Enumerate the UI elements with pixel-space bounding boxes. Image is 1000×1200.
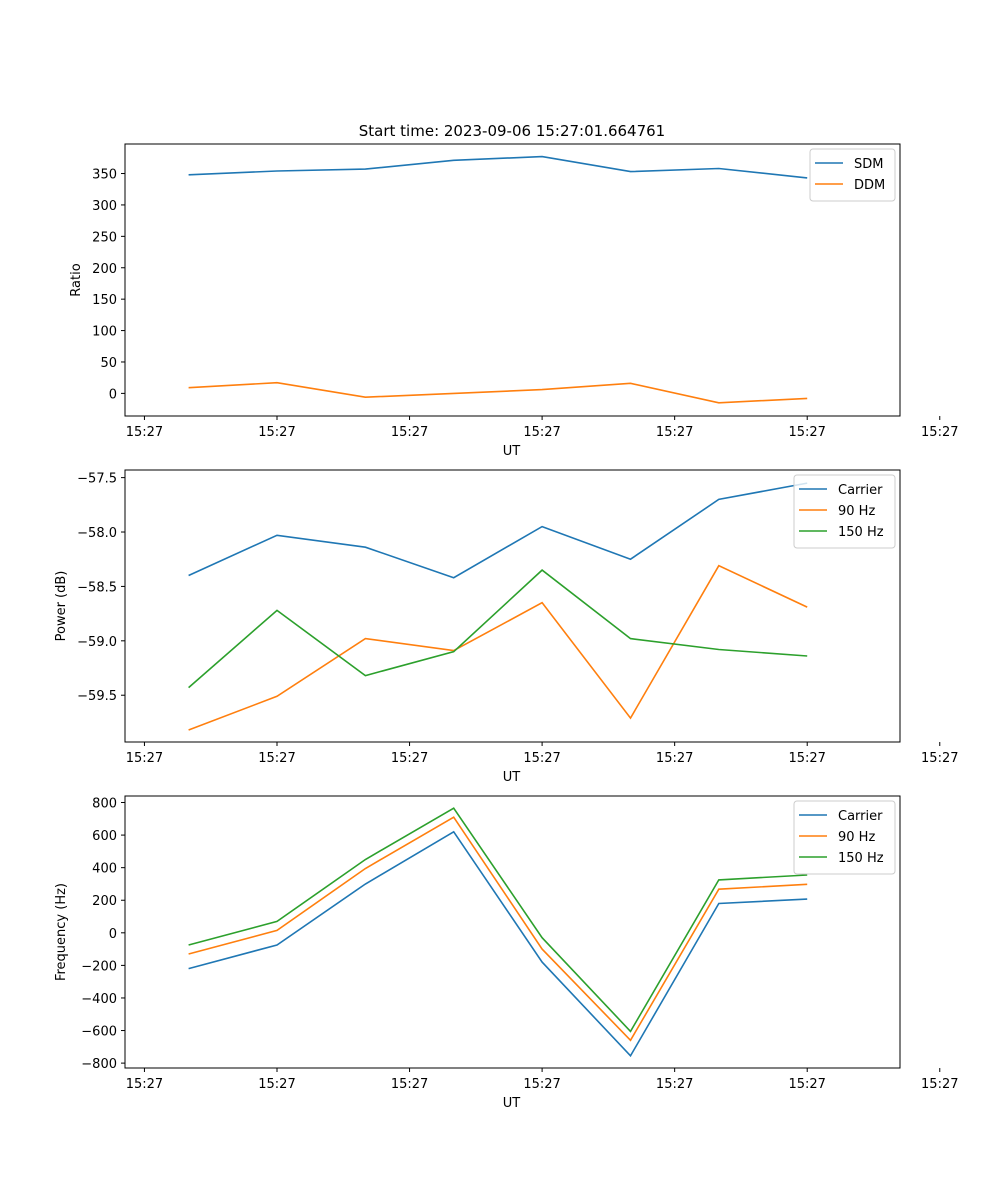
x-tick-label: 15:27 (126, 425, 163, 440)
x-tick-label: 15:27 (126, 1077, 163, 1092)
y-tick-label: −58.0 (77, 526, 117, 541)
y-axis-label: Ratio (69, 263, 84, 296)
y-tick-label: 250 (92, 230, 117, 245)
axes-frame (124, 143, 901, 417)
x-tick-label: 15:27 (656, 751, 693, 766)
series-line-ddm (188, 381, 808, 404)
legend-label: Carrier (838, 483, 883, 498)
y-tick-label: 600 (92, 829, 117, 844)
y-tick-label: 0 (109, 387, 117, 402)
x-tick-label: 15:27 (788, 425, 825, 440)
series-line-150-hz (188, 569, 808, 689)
series-line-carrier (188, 482, 808, 579)
legend-label: Carrier (838, 809, 883, 824)
x-tick-label: 15:27 (523, 751, 560, 766)
x-tick-label: 15:27 (656, 425, 693, 440)
legend-label: 150 Hz (838, 525, 884, 540)
y-tick-label: −800 (81, 1057, 117, 1072)
legend: Carrier 90 Hz 150 Hz (793, 474, 896, 549)
x-axis-label: UT (503, 770, 521, 785)
legend-box (793, 800, 896, 875)
legend-label: DDM (854, 178, 885, 193)
legend-label: 150 Hz (838, 851, 884, 866)
series-line-150-hz (188, 807, 808, 1033)
y-tick-label: −200 (81, 959, 117, 974)
legend-label: SDM (854, 157, 883, 172)
legend-label: 90 Hz (838, 504, 875, 519)
x-tick-label: 15:27 (391, 1077, 428, 1092)
y-tick-label: −400 (81, 992, 117, 1007)
x-tick-label: 15:27 (391, 425, 428, 440)
y-tick-label: 0 (109, 927, 117, 942)
y-tick-label: −600 (81, 1025, 117, 1040)
x-tick-label: 15:27 (258, 425, 295, 440)
subplot-3: 15:27 15:27 15:27 15:27 15:27 15:27 15:27 −800 −… (54, 795, 959, 1111)
x-tick-label: 15:27 (258, 751, 295, 766)
x-tick-label: 15:27 (921, 425, 958, 440)
x-tick-label: 15:27 (258, 1077, 295, 1092)
subplot-2: 15:27 15:27 15:27 15:27 15:27 15:27 15:27 −59.5… (54, 469, 959, 785)
legend: Carrier 90 Hz 150 Hz (793, 800, 896, 875)
y-axis-label: Power (dB) (54, 571, 69, 642)
y-tick-label: 50 (100, 356, 117, 371)
x-axis-label: UT (503, 444, 521, 459)
x-tick-label: 15:27 (788, 751, 825, 766)
y-tick-label: 200 (92, 894, 117, 909)
subplot-1: 15:27 15:27 15:27 15:27 15:27 15:27 15:27 0 50 10… (69, 143, 959, 459)
y-tick-label: −57.5 (77, 472, 117, 487)
y-tick-label: 350 (92, 168, 117, 183)
series-line-90-hz (188, 816, 808, 1042)
axes-frame (124, 795, 901, 1069)
y-tick-label: −59.5 (77, 689, 117, 704)
x-tick-label: 15:27 (788, 1077, 825, 1092)
legend-label: 90 Hz (838, 830, 875, 845)
y-tick-label: 200 (92, 262, 117, 277)
y-tick-label: 100 (92, 325, 117, 340)
figure-title: Start time: 2023-09-06 15:27:01.664761 (359, 122, 665, 140)
series-line-sdm (188, 155, 808, 179)
legend-box (809, 148, 896, 202)
y-tick-label: −59.0 (77, 635, 117, 650)
x-axis-label: UT (503, 1096, 521, 1111)
y-tick-label: 300 (92, 199, 117, 214)
y-axis-label: Frequency (Hz) (54, 883, 69, 981)
axes-frame (124, 469, 901, 743)
x-tick-label: 15:27 (523, 425, 560, 440)
x-tick-label: 15:27 (921, 1077, 958, 1092)
legend-box (793, 474, 896, 549)
series-line-carrier (188, 830, 808, 1058)
x-tick-label: 15:27 (523, 1077, 560, 1092)
legend: SDM DDM (809, 148, 896, 202)
y-tick-label: 400 (92, 862, 117, 877)
x-tick-label: 15:27 (126, 751, 163, 766)
x-tick-label: 15:27 (656, 1077, 693, 1092)
x-tick-label: 15:27 (921, 751, 958, 766)
y-tick-label: 150 (92, 293, 117, 308)
y-tick-label: −58.5 (77, 580, 117, 595)
y-tick-label: 800 (92, 797, 117, 812)
series-line-90-hz (188, 564, 808, 731)
x-tick-label: 15:27 (391, 751, 428, 766)
